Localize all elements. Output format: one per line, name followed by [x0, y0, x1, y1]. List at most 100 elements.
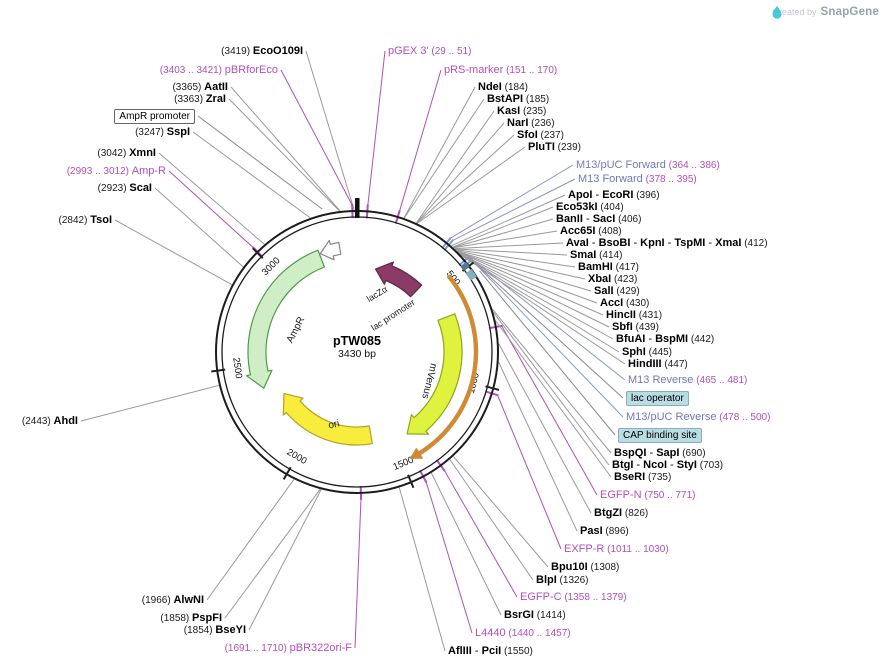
- map-label-lac-operator[interactable]: lac operator: [626, 391, 689, 406]
- map-label-part: EXFP-R: [564, 543, 605, 555]
- map-label-pbrforeco[interactable]: (3403 .. 3421) pBRforEco: [160, 63, 278, 78]
- map-label-prs-marker[interactable]: pRS-marker (151 .. 170): [444, 63, 557, 78]
- map-label-part: (364 .. 386): [665, 160, 720, 171]
- map-label-ndei[interactable]: NdeI (184): [478, 80, 528, 95]
- map-label-l4440[interactable]: L4440 (1440 .. 1457): [475, 626, 571, 641]
- feature-ori[interactable]: [282, 393, 373, 446]
- label-connector-line: [456, 250, 586, 280]
- map-label-xbai[interactable]: XbaI (423): [588, 272, 637, 287]
- label-connector-line: [154, 187, 244, 268]
- map-label-part: (1691 .. 1710): [224, 643, 290, 654]
- map-label-part: (1326): [556, 575, 589, 586]
- map-label-part: EGFP-N: [600, 489, 642, 501]
- map-label-part: SalI: [594, 285, 614, 297]
- feature-ampr[interactable]: [245, 249, 325, 389]
- map-label-acc65i[interactable]: Acc65I (408): [560, 224, 622, 239]
- map-label-eco53ki[interactable]: Eco53kI (404): [556, 200, 624, 215]
- lac-operator-block[interactable]: [460, 261, 470, 271]
- map-label-part: (1414): [533, 610, 566, 621]
- map-label-part: (735): [645, 472, 672, 483]
- map-label-sspi[interactable]: (3247) SspI: [135, 125, 190, 140]
- map-label-hindiii[interactable]: HindIII (447): [628, 357, 688, 372]
- plasmid-name: pTW085: [333, 334, 381, 348]
- map-label-egfp-n[interactable]: EGFP-N (750 .. 771): [600, 488, 695, 503]
- position-tick: [211, 368, 226, 373]
- map-label-bamhi[interactable]: BamHI (417): [578, 260, 639, 275]
- map-label-part: (412): [741, 238, 768, 249]
- map-label-sbfi[interactable]: SbfI (439): [612, 320, 659, 335]
- map-label-part: (1011 .. 1030): [604, 544, 669, 555]
- map-label-m13-forward[interactable]: M13 Forward (378 .. 395): [578, 172, 697, 187]
- map-label-pasi[interactable]: PasI (896): [580, 524, 629, 539]
- map-label-avai[interactable]: AvaI - BsoBI - KpnI - TspMI - XmaI (412): [566, 236, 768, 251]
- map-label-part: (478 .. 500): [716, 412, 771, 423]
- map-label-part: ZraI: [205, 93, 226, 105]
- map-label-blpi[interactable]: BlpI (1326): [536, 573, 588, 588]
- map-label-bstapi[interactable]: BstAPI (185): [487, 92, 549, 107]
- map-label-cap-binding-site[interactable]: CAP binding site: [618, 428, 702, 443]
- map-label-m13-puc-reverse[interactable]: M13/pUC Reverse (478 .. 500): [626, 410, 770, 425]
- map-label-m13-puc-forward[interactable]: M13/pUC Forward (364 .. 386): [576, 158, 720, 173]
- map-label-bseyi[interactable]: (1854) BseYI: [184, 623, 246, 638]
- map-label-bfuai[interactable]: BfuAI - BspMI (442): [616, 332, 714, 347]
- feature-arc[interactable]: [410, 274, 479, 459]
- map-label-part: AflIII: [448, 645, 472, 657]
- map-label-part: (2923): [97, 183, 130, 194]
- map-label-ahdi[interactable]: (2443) AhdI: [22, 414, 78, 429]
- map-label-bsrgi[interactable]: BsrGI (1414): [504, 608, 566, 623]
- map-label-pgex-3[interactable]: pGEX 3' (29 .. 51): [388, 44, 471, 59]
- label-connector-line: [450, 194, 566, 247]
- label-connector-line: [460, 254, 626, 365]
- map-label-banii[interactable]: BanII - SacI (406): [556, 212, 641, 227]
- map-label-btgi[interactable]: BtgI - NcoI - StyI (703): [612, 458, 723, 473]
- map-label-part: Bpu10I: [551, 561, 588, 573]
- map-label-scai[interactable]: (2923) ScaI: [98, 181, 152, 196]
- map-label-hincii[interactable]: HincII (431): [606, 308, 662, 323]
- map-label-bspqi[interactable]: BspQI - SapI (690): [614, 446, 706, 461]
- feature-lacz[interactable]: [374, 261, 423, 298]
- map-label-amp-r[interactable]: (2993 .. 3012) Amp-R: [67, 164, 166, 179]
- map-label-ecoo109i[interactable]: (3419) EcoO109I: [221, 44, 303, 59]
- map-label-apoi[interactable]: ApoI - EcoRI (396): [568, 188, 660, 203]
- label-connector-line: [403, 98, 485, 219]
- label-connector-line: [471, 260, 624, 399]
- map-label-kasi[interactable]: KasI (235): [497, 104, 546, 119]
- map-label-pspfi[interactable]: (1858) PspFI: [160, 611, 222, 626]
- map-label-sfoi[interactable]: SfoI (237): [517, 128, 564, 143]
- map-label-alwni[interactable]: (1966) AlwNI: [142, 593, 204, 608]
- label-connector-line: [460, 254, 620, 353]
- map-label-zrai[interactable]: (3363) ZraI: [174, 92, 226, 107]
- map-label-sphi[interactable]: SphI (445): [622, 345, 672, 360]
- map-label-exfp-r[interactable]: EXFP-R (1011 .. 1030): [564, 542, 669, 557]
- position-tick: [282, 466, 292, 480]
- map-label-bseri[interactable]: BseRI (735): [614, 470, 671, 485]
- cap-binding-site-block[interactable]: [465, 268, 477, 281]
- map-label-ampr-promoter[interactable]: AmpR promoter: [114, 109, 195, 124]
- map-label-nari[interactable]: NarI (236): [507, 116, 555, 131]
- feature-ampr-promoter[interactable]: [319, 239, 342, 261]
- map-label-btgzi[interactable]: BtgZI (826): [594, 506, 648, 521]
- feature-label-ori[interactable]: ori: [327, 418, 340, 431]
- feature-label-lacz[interactable]: lacZα: [365, 284, 389, 304]
- label-connector-line: [354, 498, 362, 649]
- map-label-pbr322ori-f[interactable]: (1691 .. 1710) pBR322ori-F: [225, 641, 352, 656]
- label-connector-line: [168, 170, 254, 249]
- map-label-part: BsrGI: [504, 609, 534, 621]
- map-label-pluti[interactable]: PluTI (239): [528, 140, 581, 155]
- map-label-part: (3365): [172, 82, 205, 93]
- feature-label-lac-promoter[interactable]: lac promoter: [369, 297, 416, 333]
- map-label-xmni[interactable]: (3042) XmnI: [97, 146, 156, 161]
- label-connector-line: [459, 253, 610, 328]
- feature-mvenus[interactable]: [406, 313, 463, 435]
- map-label-m13-reverse[interactable]: M13 Reverse (465 .. 481): [628, 373, 747, 388]
- map-label-smai[interactable]: SmaI (414): [570, 248, 622, 263]
- map-label-sali[interactable]: SalI (429): [594, 284, 640, 299]
- map-label-part: (378 .. 395): [642, 174, 697, 185]
- map-label-acci[interactable]: AccI (430): [600, 296, 649, 311]
- map-label-aatii[interactable]: (3365) AatII: [172, 80, 228, 95]
- map-label-tsoi[interactable]: (2842) TsoI: [59, 213, 112, 228]
- map-label-afliii[interactable]: AflIII - PciI (1550): [448, 644, 533, 659]
- map-label-bpu10i[interactable]: Bpu10I (1308): [551, 560, 619, 575]
- map-label-part: BsoBI: [598, 237, 631, 249]
- map-label-egfp-c[interactable]: EGFP-C (1358 .. 1379): [520, 590, 627, 605]
